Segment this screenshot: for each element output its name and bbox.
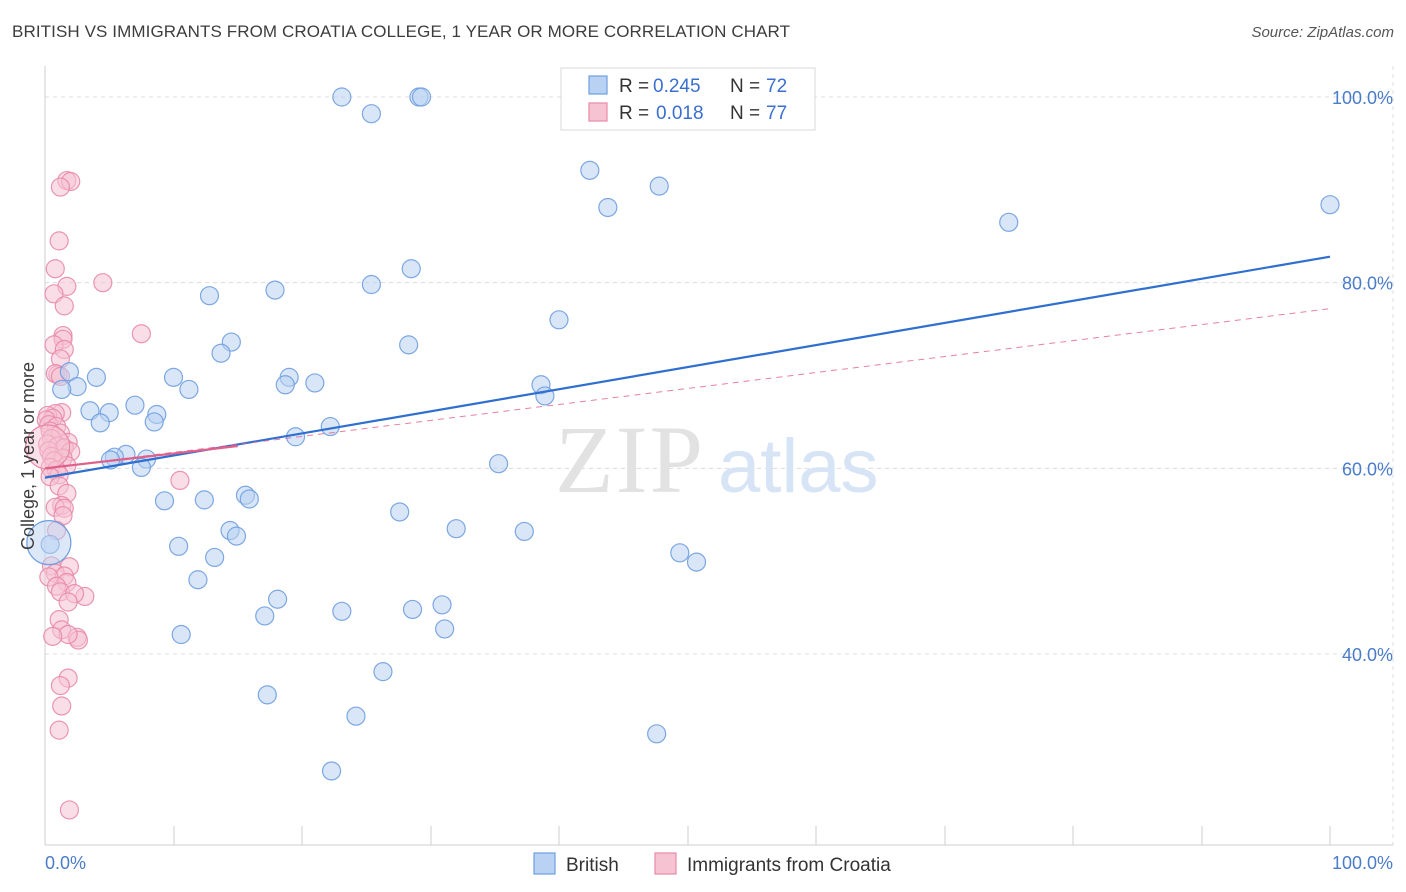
british-point-46	[194, 490, 214, 510]
british-point-9	[999, 212, 1019, 232]
british-point-60	[332, 601, 352, 621]
y-tick-label-3: 40.0%	[1342, 645, 1393, 665]
british-trend-line	[44, 255, 1331, 479]
series-legend: British Immigrants from Croatia	[533, 852, 891, 876]
british-point-56	[686, 552, 707, 572]
x-tick-labels: 0.0% 100.0%	[45, 853, 1393, 873]
british-point-66	[257, 685, 277, 705]
british-point-26	[52, 379, 72, 400]
british-point-2	[411, 87, 432, 107]
y-axis-label: College, 1 year or more	[18, 362, 38, 550]
bottom-legend-croatia-label: Immigrants from Croatia	[687, 855, 891, 876]
british-point-3	[361, 104, 381, 124]
bottom-legend-croatia-swatch	[654, 852, 677, 875]
x-tick-label-1: 100.0%	[1332, 853, 1393, 873]
legend-r-value-british: 0.245	[653, 76, 701, 97]
y-tick-labels: 100.0% 80.0% 60.0% 40.0%	[1332, 88, 1393, 665]
british-point-15	[399, 335, 419, 355]
british-point-7	[649, 176, 669, 196]
croatia-point-3	[49, 231, 69, 251]
legend-r-label-british: R =	[619, 76, 649, 97]
british-point-53	[169, 536, 189, 556]
watermark: ZIP atlas	[555, 406, 879, 513]
british-point-57	[188, 570, 208, 590]
british-point-68	[647, 724, 667, 744]
british-point-8	[1320, 195, 1340, 215]
british-point-61	[402, 599, 423, 620]
british-point-23	[275, 375, 295, 395]
croatia-point-5	[93, 273, 113, 293]
legend-n-value-british: 72	[766, 76, 787, 97]
croatia-point-69	[52, 696, 72, 716]
british-point-67	[346, 706, 366, 726]
british-point-62	[432, 595, 452, 615]
british-point-49	[514, 521, 534, 542]
croatia-point-70	[49, 720, 69, 740]
british-point-58	[267, 589, 288, 609]
british-point-69	[321, 761, 342, 781]
british-point-11	[361, 274, 381, 295]
british-point-20	[163, 367, 184, 387]
croatia-point-9	[131, 324, 151, 344]
bottom-legend-british-swatch	[533, 852, 556, 875]
british-point-19	[86, 367, 107, 387]
british-point-47	[390, 502, 410, 522]
british-point-63	[435, 619, 455, 639]
croatia-point-60	[58, 592, 78, 612]
chart-title: BRITISH VS IMMIGRANTS FROM CROATIA COLLE…	[12, 22, 791, 41]
british-point-65	[373, 662, 393, 682]
croatia-point-42	[170, 470, 190, 491]
british-point-14	[549, 310, 569, 330]
legend-n-label-croatia: N =	[730, 103, 760, 124]
british-point-42	[489, 454, 509, 474]
croatia-point-66	[43, 626, 63, 646]
british-point-34	[90, 413, 110, 433]
chart-source: Source: ZipAtlas.com	[1251, 24, 1394, 41]
legend-n-label-british: N =	[730, 76, 760, 97]
british-point-12	[199, 286, 220, 306]
watermark-zip: ZIP	[555, 406, 705, 513]
british-point-64	[171, 624, 191, 645]
british-point-18	[59, 362, 80, 382]
british-point-48	[446, 519, 466, 539]
british-point-0	[332, 87, 352, 107]
croatia-trend-line	[44, 444, 238, 470]
legend-r-value-croatia: 0.018	[656, 103, 704, 124]
british-point-33	[144, 412, 164, 432]
croatia-trend-dashed	[44, 308, 1331, 469]
bottom-legend-british-label: British	[566, 855, 619, 876]
y-tick-label-0: 100.0%	[1332, 88, 1393, 108]
trend-lines	[44, 255, 1331, 479]
legend-croatia-swatch	[588, 102, 608, 122]
british-point-13	[265, 280, 285, 300]
correlation-legend: R = 0.245 N = 72 R = 0.018 N = 77	[560, 67, 816, 131]
big-point-0	[26, 519, 72, 566]
british-point-45	[154, 491, 175, 511]
british-point-10	[401, 259, 421, 279]
croatia-point-2	[50, 177, 71, 197]
british-point-51	[226, 526, 247, 546]
british-point-29	[125, 395, 145, 415]
legend-n-value-croatia: 77	[766, 103, 787, 124]
watermark-atlas: atlas	[718, 424, 879, 509]
british-point-44	[239, 489, 259, 509]
british-point-27	[179, 379, 199, 400]
croatia-point-71	[59, 800, 80, 820]
legend-british-swatch	[588, 75, 608, 95]
british-point-5	[580, 160, 600, 180]
legend-r-label-croatia: R =	[619, 103, 649, 124]
british-point-54	[205, 547, 225, 568]
british-point-22	[305, 373, 325, 393]
y-tick-label-2: 60.0%	[1342, 459, 1393, 479]
british-point-59	[255, 606, 275, 626]
x-tick-label-0: 0.0%	[45, 853, 86, 873]
croatia-point-68	[50, 675, 71, 696]
y-tick-label-1: 80.0%	[1342, 274, 1393, 294]
croatia-point-8	[54, 296, 74, 316]
british-point-17	[211, 343, 231, 363]
british-point-55	[670, 543, 690, 563]
british-point-6	[598, 197, 618, 218]
croatia-point-4	[45, 259, 65, 279]
